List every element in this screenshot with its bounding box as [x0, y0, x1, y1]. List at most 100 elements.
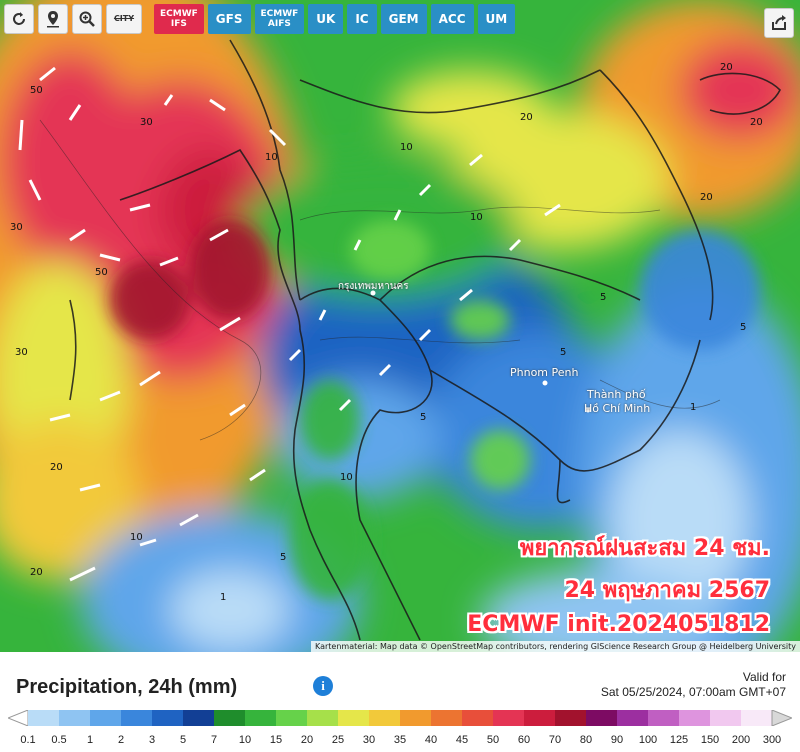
forecast-overlay-line3: ECMWF init.2024051812 [467, 612, 770, 637]
scale-tick-label: 45 [455, 734, 469, 746]
scale-tick-label: 2 [117, 734, 125, 746]
model-button-ic[interactable]: IC [347, 4, 377, 34]
model-label: ECMWF [160, 9, 198, 19]
scale-tick-label: 5 [179, 734, 187, 746]
svg-text:50: 50 [95, 267, 108, 278]
scale-swatch [648, 710, 680, 726]
svg-text:10: 10 [470, 212, 483, 223]
map-toolbar: CITY ECMWF IFS GFS ECMWF AIFS UK IC GEM AC… [0, 4, 516, 38]
svg-text:10: 10 [340, 472, 353, 483]
scale-swatch [462, 710, 494, 726]
model-button-gem[interactable]: GEM [380, 4, 427, 34]
svg-text:20: 20 [50, 462, 63, 473]
scale-swatch [493, 710, 525, 726]
model-button-uk[interactable]: UK [308, 4, 344, 34]
share-button[interactable] [764, 8, 794, 38]
model-button-gfs[interactable]: GFS [207, 4, 251, 34]
scale-tick-label: 3 [148, 734, 156, 746]
precipitation-map[interactable]: 50 30 30 50 30 20 10 20 10 10 20 20 20 20 10 5 1 5 5… [0, 0, 800, 652]
svg-text:5: 5 [600, 292, 606, 303]
svg-text:30: 30 [140, 117, 153, 128]
model-button-acc[interactable]: ACC [430, 4, 474, 34]
model-button-ecmwf-aifs[interactable]: ECMWF AIFS [254, 4, 305, 34]
svg-text:10: 10 [400, 142, 413, 153]
refresh-button[interactable] [4, 4, 34, 34]
model-label: GEM [388, 12, 419, 26]
location-button[interactable] [38, 4, 68, 34]
valid-time: Valid for Sat 05/25/2024, 07:00am GMT+07 [601, 670, 786, 700]
svg-text:5: 5 [280, 552, 286, 563]
valid-datetime: Sat 05/25/2024, 07:00am GMT+07 [600, 685, 786, 699]
svg-text:20: 20 [700, 192, 713, 203]
model-button-ecmwf-ifs[interactable]: ECMWF IFS [154, 4, 204, 34]
scale-min-arrow [8, 710, 29, 726]
model-label: IC [355, 12, 369, 26]
scale-tick-label: 15 [269, 734, 283, 746]
model-button-um[interactable]: UM [477, 4, 516, 34]
scale-swatch [710, 710, 742, 726]
scale-tick-label: 300 [762, 734, 782, 746]
scale-tick-label: 60 [517, 734, 531, 746]
scale-tick-label: 150 [700, 734, 720, 746]
svg-text:10: 10 [130, 532, 143, 543]
scale-tick-label: 200 [731, 734, 751, 746]
svg-text:20: 20 [30, 567, 43, 578]
scale-tick-label: 70 [548, 734, 562, 746]
scale-swatch [555, 710, 587, 726]
map-attribution[interactable]: Kartenmaterial: Map data © OpenStreetMap… [310, 641, 800, 652]
svg-text:10: 10 [265, 152, 278, 163]
scale-tick-label: 35 [393, 734, 407, 746]
model-sublabel: AIFS [267, 19, 291, 29]
scale-swatch [59, 710, 91, 726]
share-icon [772, 15, 786, 30]
model-label: ACC [438, 12, 466, 26]
legend-title: Precipitation, 24h (mm) [16, 676, 238, 698]
city-toggle-button[interactable]: CITY [106, 4, 142, 34]
scale-swatch [245, 710, 277, 726]
svg-text:1: 1 [220, 592, 226, 603]
scale-swatch [90, 710, 122, 726]
scale-tick-label: 100 [638, 734, 658, 746]
info-icon[interactable]: i [313, 676, 333, 696]
city-label-phnom-penh: Phnom Penh [510, 366, 579, 379]
scale-tick-label: 20 [300, 734, 314, 746]
model-label: GFS [215, 12, 243, 26]
map-canvas: 50 30 30 50 30 20 10 20 10 10 20 20 20 20 10 5 1 5 5… [0, 0, 800, 652]
svg-text:1: 1 [640, 592, 646, 603]
scale-tick-label: 0.5 [51, 734, 67, 746]
scale-tick-label: 7 [210, 734, 218, 746]
color-scale-bar [8, 710, 792, 726]
model-sublabel: IFS [170, 19, 187, 29]
location-pin-icon [47, 11, 59, 28]
scale-swatch [276, 710, 308, 726]
scale-tick-label: 40 [424, 734, 438, 746]
scale-swatch [741, 710, 773, 726]
scale-swatch [617, 710, 649, 726]
scale-swatch [121, 710, 153, 726]
scale-tick-label: 90 [610, 734, 624, 746]
city-label-thanh-pho: Thành phố [587, 388, 646, 401]
city-label-bangkok: กรุงเทพมหานคร [338, 281, 409, 292]
model-label: UM [485, 12, 508, 26]
scale-swatch [28, 710, 60, 726]
model-label: UK [316, 12, 336, 26]
scale-tick-label: 0.1 [20, 734, 36, 746]
scale-swatch [183, 710, 215, 726]
scale-max-arrow [771, 710, 792, 726]
scale-swatch [369, 710, 401, 726]
scale-swatch [679, 710, 711, 726]
valid-label: Valid for [742, 670, 786, 684]
svg-text:20: 20 [750, 117, 763, 128]
zoom-icon [79, 11, 95, 27]
scale-swatch [307, 710, 339, 726]
forecast-overlay-line2: 24 พฤษภาคม 2567 [564, 578, 770, 603]
scale-swatch [214, 710, 246, 726]
model-label: ECMWF [260, 9, 299, 19]
svg-text:1: 1 [690, 402, 696, 413]
scale-swatch [400, 710, 432, 726]
scale-swatch [152, 710, 184, 726]
zoom-button[interactable] [72, 4, 102, 34]
scale-tick-label: 30 [362, 734, 376, 746]
scale-tick-label: 25 [331, 734, 345, 746]
svg-text:50: 50 [30, 85, 43, 96]
